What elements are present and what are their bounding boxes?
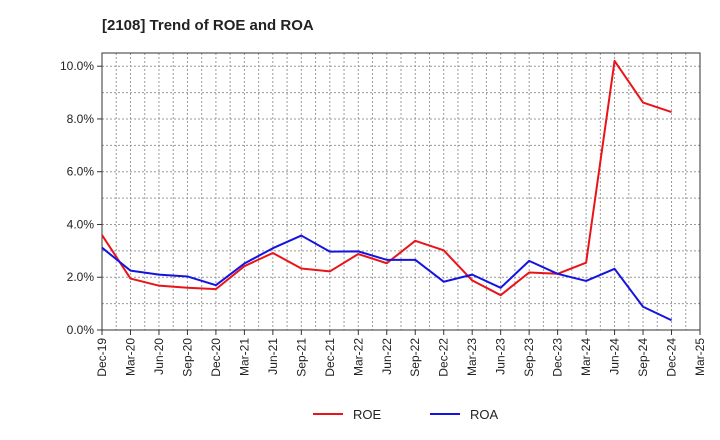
x-tick-label: Jun-23 <box>494 338 508 375</box>
y-tick-label: 10.0% <box>60 59 94 73</box>
x-tick-label: Sep-20 <box>180 338 194 377</box>
legend: ROE ROA <box>313 407 499 422</box>
x-tick-label: Jun-22 <box>380 338 394 375</box>
series-lines <box>101 59 672 322</box>
x-tick-label: Sep-21 <box>294 338 308 377</box>
x-tick-label: Mar-25 <box>693 338 707 376</box>
x-tick-label: Dec-20 <box>209 338 223 377</box>
y-tick-label: 0.0% <box>67 323 95 337</box>
y-tick-label: 4.0% <box>67 217 95 231</box>
x-tick-label: Dec-24 <box>665 338 679 377</box>
x-tick-label: Mar-21 <box>237 338 251 376</box>
x-tick-label: Sep-23 <box>522 338 536 377</box>
series-line-roe <box>101 59 672 297</box>
y-axis: 0.0% 2.0% 4.0% 6.0% 8.0% 10.0% <box>60 59 102 337</box>
x-tick-label: Dec-23 <box>551 338 565 377</box>
x-tick-label: Sep-24 <box>636 338 650 377</box>
plot-area-frame <box>101 52 701 331</box>
legend-label-roe: ROE <box>353 407 382 422</box>
x-tick-label: Jun-21 <box>266 338 280 375</box>
x-axis: Dec-19 Mar-20 Jun-20 Sep-20 Dec-20 Mar-21 Jun-… <box>95 330 707 377</box>
x-tick-label: Mar-23 <box>465 338 479 376</box>
x-tick-label: Mar-24 <box>579 338 593 376</box>
x-tick-label: Jun-24 <box>608 338 622 375</box>
x-tick-label: Dec-21 <box>323 338 337 377</box>
y-tick-label: 6.0% <box>67 165 95 179</box>
x-tick-label: Jun-20 <box>152 338 166 375</box>
legend-label-roa: ROA <box>470 407 499 422</box>
x-tick-label: Sep-22 <box>408 338 422 377</box>
x-tick-label: Dec-19 <box>95 338 109 377</box>
series-line-roa <box>101 234 672 322</box>
x-tick-label: Mar-22 <box>351 338 365 376</box>
x-tick-label: Dec-22 <box>437 338 451 377</box>
y-tick-label: 8.0% <box>67 112 95 126</box>
y-tick-label: 2.0% <box>67 270 95 284</box>
chart-title: [2108] Trend of ROE and ROA <box>102 17 314 34</box>
x-tick-label: Mar-20 <box>123 338 137 376</box>
